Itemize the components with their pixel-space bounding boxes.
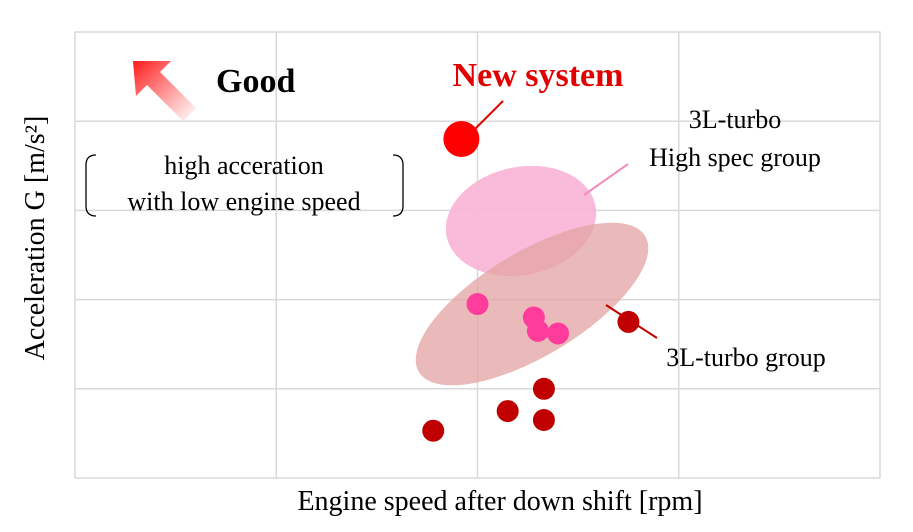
turbo-group-ellipse bbox=[415, 222, 649, 386]
data-points bbox=[422, 121, 640, 442]
good-label: Good bbox=[216, 63, 295, 100]
turbo-group-point bbox=[496, 400, 519, 423]
high-spec-point bbox=[526, 319, 549, 342]
turbo-group-point bbox=[532, 377, 555, 400]
new-system-leader-line bbox=[470, 100, 504, 134]
note-bracket-left bbox=[85, 154, 97, 217]
turbo-group-label: 3L-turbo group bbox=[666, 343, 826, 372]
high-spec-leader-line bbox=[583, 163, 629, 196]
high-spec-label-line-2: High spec group bbox=[649, 143, 821, 172]
turbo-group-point bbox=[532, 409, 555, 432]
high-spec-point bbox=[466, 293, 489, 316]
turbo-group-point bbox=[617, 310, 640, 333]
high-spec-point bbox=[547, 322, 569, 345]
note-line-1: high acceration bbox=[164, 151, 324, 180]
turbo-group-point bbox=[422, 419, 445, 442]
y-axis-label: Acceleration G [m/s²] bbox=[20, 116, 51, 361]
new-system-point bbox=[443, 121, 480, 158]
x-axis-label: Engine speed after down shift [rpm] bbox=[297, 486, 702, 517]
note-line-2: with low engine speed bbox=[127, 187, 360, 216]
new-system-label: New system bbox=[453, 57, 624, 94]
good-arrow-icon bbox=[133, 61, 196, 121]
high-spec-label-line-1: 3L-turbo bbox=[689, 105, 781, 134]
plot-area-border bbox=[74, 31, 881, 479]
note-bracket-right bbox=[392, 154, 404, 217]
